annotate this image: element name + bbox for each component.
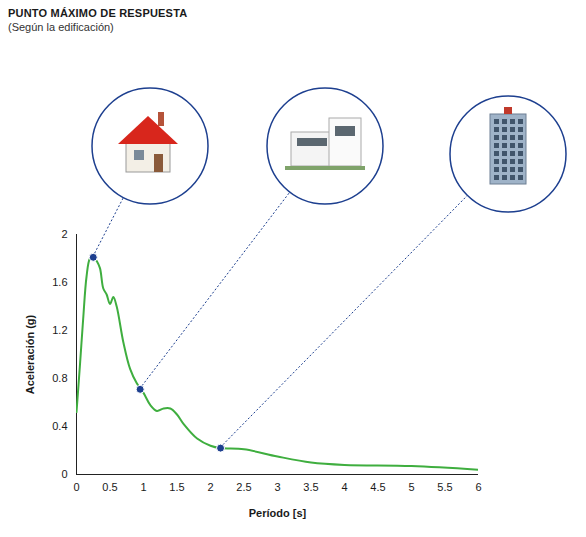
svg-text:1.2: 1.2	[52, 324, 67, 336]
svg-text:Período [s]: Período [s]	[249, 507, 307, 519]
svg-text:0.8: 0.8	[52, 372, 67, 384]
svg-text:2.5: 2.5	[236, 481, 251, 493]
svg-text:5.5: 5.5	[437, 481, 452, 493]
html-text:PUNTO MÁXIMO DE RESPUESTA: PUNTO MÁXIMO DE RESPUESTA	[8, 7, 188, 19]
svg-text:3.5: 3.5	[303, 481, 318, 493]
svg-text:0.4: 0.4	[52, 420, 67, 432]
svg-text:5: 5	[408, 481, 414, 493]
svg-text:0: 0	[73, 481, 79, 493]
svg-text:2: 2	[61, 228, 67, 240]
svg-text:4.5: 4.5	[370, 481, 385, 493]
svg-text:2: 2	[207, 481, 213, 493]
svg-text:6: 6	[475, 481, 481, 493]
svg-text:1.5: 1.5	[169, 481, 184, 493]
svg-text:0: 0	[61, 468, 67, 480]
html-text:(Según la edificación): (Según la edificación)	[8, 21, 114, 33]
svg-text:1: 1	[140, 481, 146, 493]
svg-text:1.6: 1.6	[52, 276, 67, 288]
svg-text:0.5: 0.5	[102, 481, 117, 493]
svg-text:Aceleración (g): Aceleración (g)	[24, 314, 36, 394]
svg-text:4: 4	[341, 481, 347, 493]
svg-text:3: 3	[274, 481, 280, 493]
